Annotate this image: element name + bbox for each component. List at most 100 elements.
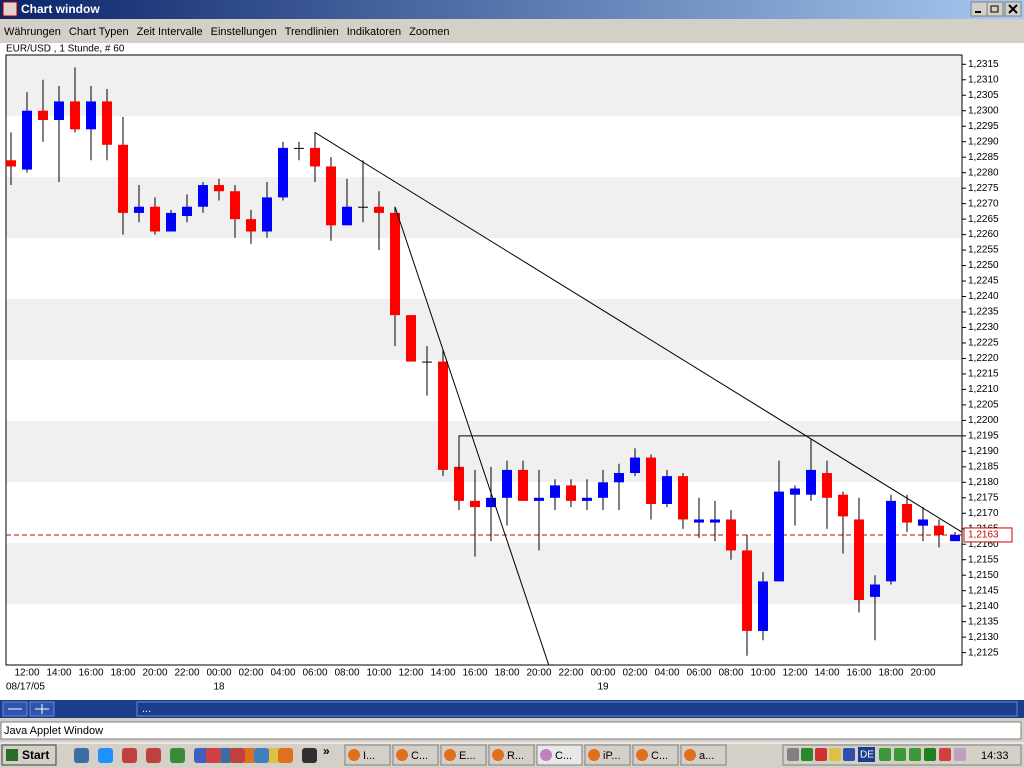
candle-body xyxy=(38,110,48,121)
x-tick-label: 08:00 xyxy=(334,668,359,679)
tray-icon[interactable] xyxy=(787,748,799,761)
quick-launch-icon[interactable] xyxy=(266,748,281,763)
y-tick-label: 1,2230 xyxy=(968,322,999,333)
app-icon xyxy=(2,1,18,17)
x-tick-label: 08:00 xyxy=(718,668,743,679)
candle-body xyxy=(294,147,304,149)
candle-body xyxy=(438,361,448,470)
candle-body xyxy=(118,144,128,213)
quick-launch-icon[interactable] xyxy=(206,748,221,763)
candle-body xyxy=(134,206,144,213)
tray-icon[interactable] xyxy=(815,748,827,761)
trend-line xyxy=(394,206,550,665)
task-buttons: I... C... E... R... C... iP... C... a... xyxy=(344,744,727,766)
task-icon xyxy=(540,749,552,761)
menu-item[interactable]: Indikatoren xyxy=(347,26,401,38)
tray-icons xyxy=(787,748,966,761)
y-tick-label: 1,2260 xyxy=(968,229,999,240)
window-buttons xyxy=(970,1,1022,17)
candle-body xyxy=(166,212,176,232)
tray-icon[interactable] xyxy=(843,748,855,761)
start-label: Start xyxy=(22,748,49,762)
tray-icon[interactable] xyxy=(801,748,813,761)
toolbar-glyph xyxy=(35,704,49,714)
chart-title: EUR/USD , 1 Stunde, # 60 xyxy=(6,44,125,55)
minimize-button[interactable] xyxy=(970,1,988,17)
task-icon xyxy=(636,749,648,761)
candle-body xyxy=(390,212,400,316)
quick-launch-icon[interactable] xyxy=(302,748,317,763)
quick-launch-icon[interactable] xyxy=(278,748,293,763)
title-bar xyxy=(0,0,1024,19)
candle-body xyxy=(598,482,608,498)
task-label: iP... xyxy=(603,750,621,762)
start-logo xyxy=(6,749,18,761)
menu-item[interactable]: Zeit Intervalle xyxy=(137,26,203,38)
tray-icon[interactable] xyxy=(939,748,951,761)
candle-body xyxy=(646,457,656,504)
x-tick-label: 14:00 xyxy=(814,668,839,679)
tray-icon[interactable] xyxy=(829,748,841,761)
candle-body xyxy=(86,101,96,130)
restore-button[interactable] xyxy=(986,1,1004,17)
candle-body xyxy=(486,497,496,508)
x-date-label: 18 xyxy=(213,682,225,693)
x-tick-label: 12:00 xyxy=(14,668,39,679)
quick-launch-icon[interactable] xyxy=(98,748,113,763)
quick-launch-icon[interactable] xyxy=(254,748,269,763)
candle-body xyxy=(262,197,272,232)
candle-body xyxy=(182,206,192,217)
toolbar-field xyxy=(136,701,1018,717)
tray-icon[interactable] xyxy=(894,748,906,761)
candle-body xyxy=(150,206,160,232)
quick-launch-icon[interactable] xyxy=(74,748,89,763)
task-icon xyxy=(444,749,456,761)
language-box[interactable] xyxy=(858,747,875,762)
x-tick-label: 20:00 xyxy=(526,668,551,679)
y-tick-label: 1,2255 xyxy=(968,245,999,256)
quick-launch-icon[interactable] xyxy=(230,748,245,763)
candle-body xyxy=(198,185,208,207)
task-icon xyxy=(492,749,504,761)
quick-launch-icon[interactable] xyxy=(242,748,257,763)
x-tick-label: 12:00 xyxy=(782,668,807,679)
menu-item[interactable]: Zoomen xyxy=(409,26,449,38)
y-tick-label: 1,2315 xyxy=(968,59,999,70)
tray-icon[interactable] xyxy=(924,748,936,761)
candle-body xyxy=(214,185,224,192)
y-tick-label: 1,2295 xyxy=(968,121,999,132)
y-tick-label: 1,2310 xyxy=(968,74,999,85)
x-date-label: 19 xyxy=(597,682,609,693)
quick-launch-icon[interactable] xyxy=(122,748,137,763)
close-glyph xyxy=(1008,4,1018,14)
task-icon xyxy=(396,749,408,761)
task-icon xyxy=(588,749,600,761)
menu-item[interactable]: Währungen xyxy=(4,26,61,38)
x-tick-label: 22:00 xyxy=(558,668,583,679)
y-tick-label: 1,2155 xyxy=(968,554,999,565)
y-tick-label: 1,2305 xyxy=(968,90,999,101)
quick-launch-icon[interactable] xyxy=(218,748,233,763)
quick-launch-icon[interactable] xyxy=(146,748,161,763)
window-title: Chart window xyxy=(21,2,100,16)
plot-frame xyxy=(5,54,963,666)
candle-body xyxy=(22,110,32,170)
tray-icon[interactable] xyxy=(879,748,891,761)
quick-launch-icon[interactable] xyxy=(170,748,185,763)
menu-item[interactable]: Trendlinien xyxy=(285,26,339,38)
candle-body xyxy=(950,534,960,542)
candle-body xyxy=(822,473,832,498)
candle-body xyxy=(678,476,688,520)
quick-launch-icon[interactable] xyxy=(194,748,209,763)
x-tick-label: 02:00 xyxy=(622,668,647,679)
quick-launch-overflow[interactable]: » xyxy=(323,744,330,758)
y-tick-label: 1,2300 xyxy=(968,105,999,116)
candle-body xyxy=(230,191,240,220)
menu-item[interactable]: Chart Typen xyxy=(69,26,129,38)
background-band xyxy=(6,177,962,238)
tray-icon[interactable] xyxy=(909,748,921,761)
tray-icon[interactable] xyxy=(954,748,966,761)
menu-item[interactable]: Einstellungen xyxy=(211,26,277,38)
candle-body xyxy=(662,476,672,504)
